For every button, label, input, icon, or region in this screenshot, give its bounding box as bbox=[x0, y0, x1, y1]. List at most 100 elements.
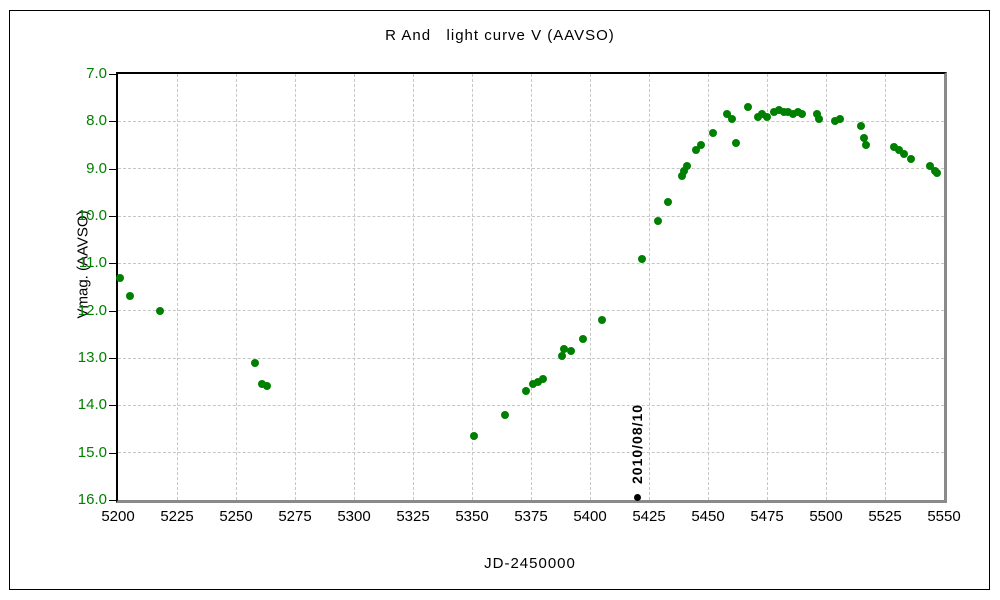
x-tick-label: 5400 bbox=[573, 508, 607, 525]
x-tick-label: 5450 bbox=[691, 508, 725, 525]
chart-title: R And light curve V (AAVSO) bbox=[385, 27, 615, 44]
x-tick-label: 5300 bbox=[337, 508, 371, 525]
data-point bbox=[116, 273, 125, 282]
v-gridline bbox=[471, 74, 473, 500]
v-gridline bbox=[353, 74, 355, 500]
v-gridline bbox=[235, 74, 237, 500]
data-point bbox=[597, 316, 606, 325]
annotation-marker-dot bbox=[633, 494, 641, 502]
data-point bbox=[250, 358, 259, 367]
data-point bbox=[895, 145, 904, 154]
x-tick-label: 5200 bbox=[101, 508, 135, 525]
y-tick-label: 16.0 bbox=[77, 491, 107, 508]
x-tick-label: 5550 bbox=[927, 508, 961, 525]
y-tick-mark bbox=[109, 216, 116, 217]
data-point bbox=[779, 107, 788, 116]
data-point bbox=[560, 344, 569, 353]
y-tick-label: 7.0 bbox=[86, 65, 107, 82]
x-tick-label: 5350 bbox=[455, 508, 489, 525]
data-point bbox=[470, 432, 479, 441]
y-tick-mark bbox=[109, 310, 116, 312]
data-point bbox=[758, 110, 767, 119]
y-tick-mark bbox=[109, 500, 116, 501]
x-axis-title: JD-2450000 bbox=[484, 555, 576, 572]
data-point bbox=[793, 107, 802, 116]
data-point bbox=[857, 122, 866, 131]
y-tick-mark bbox=[109, 74, 116, 75]
x-tick-label: 5250 bbox=[219, 508, 253, 525]
date-annotation: 2010/08/10 bbox=[629, 403, 646, 484]
data-point bbox=[501, 410, 510, 419]
data-point bbox=[859, 133, 868, 142]
data-point bbox=[788, 110, 797, 119]
figure-border bbox=[9, 10, 990, 590]
data-point bbox=[763, 112, 771, 121]
y-tick-label: 8.0 bbox=[86, 112, 107, 130]
data-point bbox=[637, 254, 646, 263]
data-point bbox=[774, 105, 783, 114]
y-tick-mark bbox=[109, 168, 116, 170]
data-point bbox=[696, 141, 705, 149]
data-point bbox=[744, 103, 753, 112]
data-point bbox=[654, 216, 663, 225]
data-point bbox=[262, 382, 271, 391]
v-gridline bbox=[825, 74, 827, 500]
v-gridline bbox=[294, 74, 296, 500]
v-gridline bbox=[589, 74, 591, 500]
plot-area bbox=[109, 74, 944, 502]
x-tick-label: 5475 bbox=[750, 508, 784, 525]
data-point bbox=[932, 169, 941, 178]
v-gridline bbox=[766, 74, 768, 500]
data-point bbox=[680, 167, 689, 176]
data-point bbox=[812, 110, 821, 119]
x-tick-label: 5500 bbox=[809, 508, 843, 525]
data-point bbox=[770, 107, 779, 116]
data-point bbox=[156, 306, 165, 315]
data-point bbox=[732, 138, 741, 147]
data-point bbox=[798, 110, 807, 119]
data-point bbox=[692, 145, 701, 154]
data-point bbox=[682, 162, 691, 171]
y-tick-mark bbox=[109, 452, 116, 454]
y-tick-label: 11.0 bbox=[78, 254, 107, 272]
v-gridline bbox=[884, 74, 886, 500]
y-tick-mark bbox=[109, 121, 116, 123]
v-gridline bbox=[707, 74, 709, 500]
x-tick-label: 5275 bbox=[278, 508, 312, 525]
data-point bbox=[557, 351, 566, 360]
data-point bbox=[578, 335, 587, 344]
y-tick-label: 15.0 bbox=[77, 443, 107, 461]
y-tick-mark bbox=[109, 358, 116, 359]
data-point bbox=[534, 377, 543, 386]
data-point bbox=[529, 380, 538, 389]
v-gridline bbox=[530, 74, 532, 500]
y-tick-label: 9.0 bbox=[86, 159, 107, 177]
y-tick-label: 10.0 bbox=[77, 207, 107, 224]
y-tick-mark bbox=[109, 405, 116, 407]
y-tick-mark bbox=[109, 263, 116, 265]
plot-frame bbox=[116, 72, 947, 503]
v-gridline bbox=[176, 74, 178, 500]
data-point bbox=[831, 117, 840, 126]
data-point bbox=[814, 114, 823, 123]
y-tick-label: 14.0 bbox=[77, 396, 107, 414]
data-point bbox=[784, 107, 793, 116]
data-point bbox=[722, 110, 731, 119]
y-tick-label: 13.0 bbox=[77, 349, 107, 366]
y-tick-label: 12.0 bbox=[77, 301, 107, 319]
data-point bbox=[899, 150, 908, 159]
data-point bbox=[727, 114, 736, 123]
x-tick-label: 5325 bbox=[396, 508, 430, 525]
data-point bbox=[862, 141, 871, 149]
data-point bbox=[836, 114, 845, 123]
data-point bbox=[925, 162, 934, 171]
data-point bbox=[753, 112, 762, 121]
data-point bbox=[257, 380, 266, 389]
data-point bbox=[906, 155, 915, 164]
data-point bbox=[708, 129, 717, 138]
v-gridline bbox=[648, 74, 650, 500]
data-point bbox=[678, 171, 687, 180]
data-point bbox=[125, 292, 134, 301]
data-point bbox=[567, 346, 576, 355]
